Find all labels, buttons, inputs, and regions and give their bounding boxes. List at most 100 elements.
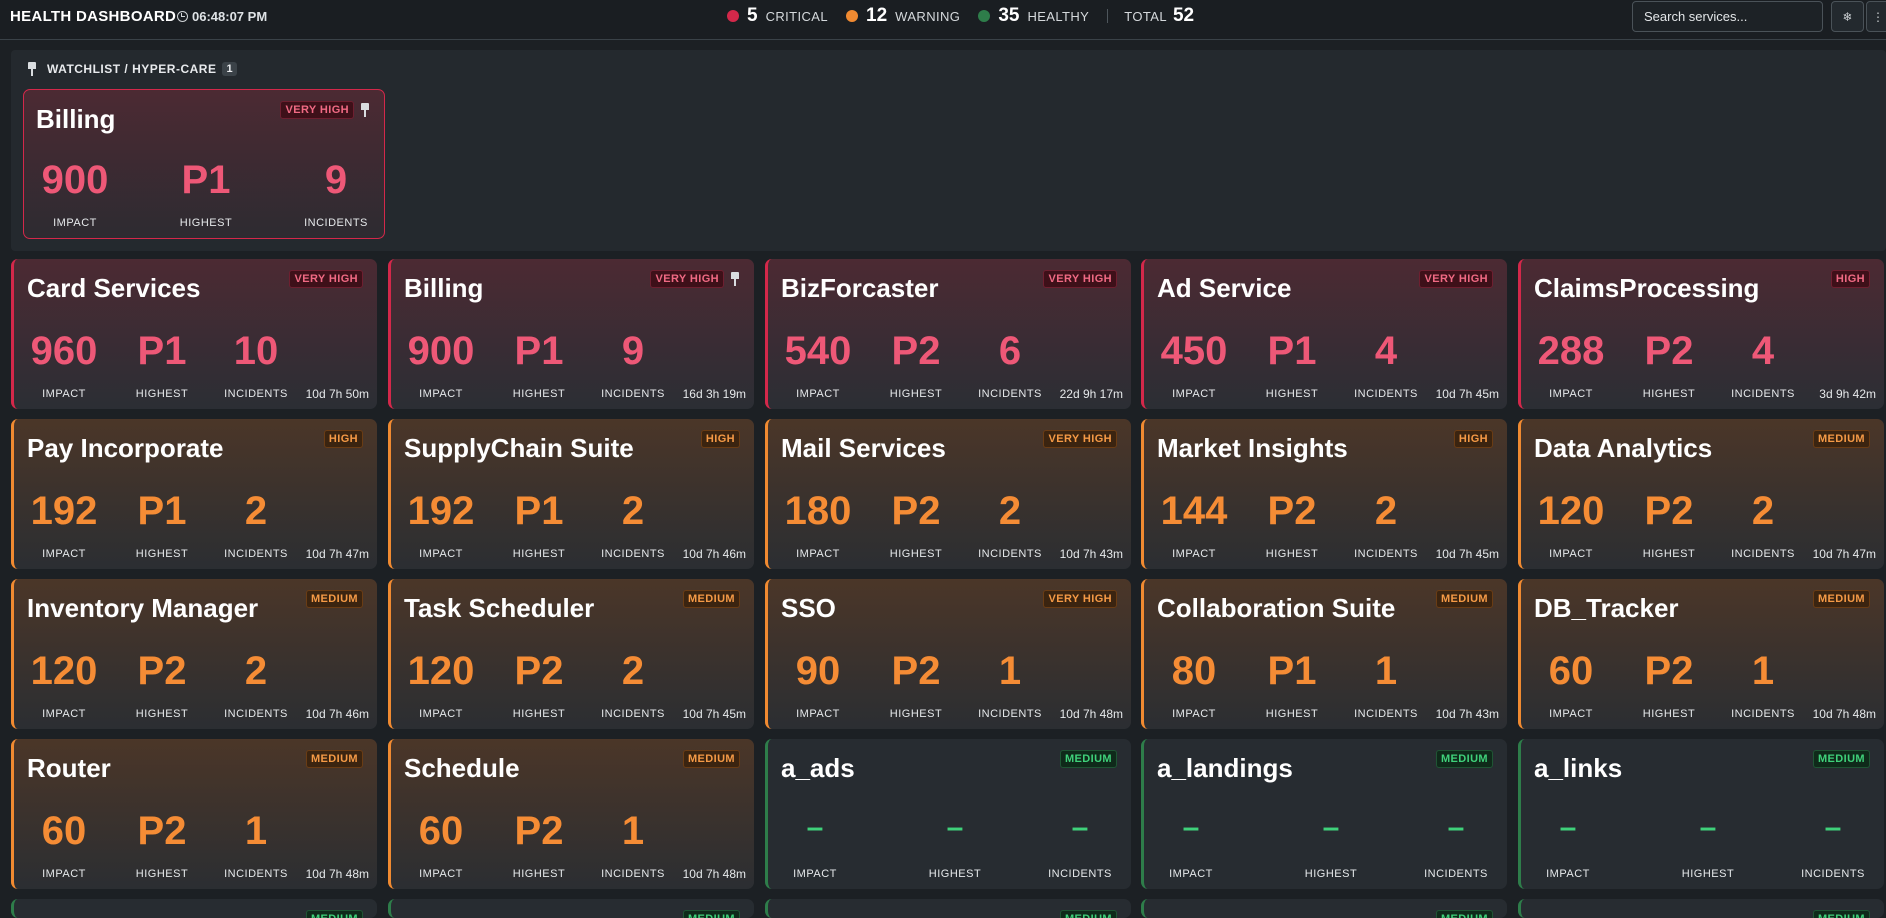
service-name: Billing: [36, 104, 116, 134]
highest-value: P1: [137, 489, 187, 533]
highest-label: HIGHEST: [512, 708, 566, 720]
impact-label: IMPACT: [1549, 708, 1593, 720]
warning-label: WARNING: [895, 8, 961, 24]
service-name: Task Scheduler: [404, 593, 595, 623]
service-card[interactable]: Task Scheduler MEDIUM 120 IMPACT P2 HIGHEST 2 I…: [388, 579, 754, 729]
service-name: Billing: [404, 273, 484, 303]
severity-badge: VERY HIGH: [1043, 430, 1117, 448]
service-card[interactable]: a_landings MEDIUM – IMPACT – HIGHEST – INCIDENT…: [1141, 739, 1507, 889]
incidents-label: INCIDENTS: [224, 708, 288, 720]
pin-icon: [27, 62, 37, 76]
service-name: Collaboration Suite: [1157, 593, 1396, 623]
incidents-value: 2: [1374, 489, 1398, 533]
service-card[interactable]: SupplyChain Suite HIGH 192 IMPACT P1 HIGHEST 2…: [388, 419, 754, 569]
service-card[interactable]: Collaboration Suite MEDIUM 80 IMPACT P1 HIGHE…: [1141, 579, 1507, 729]
service-card[interactable]: Ad Service VERY HIGH 450 IMPACT P1 HIGHEST 4 IN…: [1141, 259, 1507, 409]
incidents-label: INCIDENTS: [1731, 388, 1795, 400]
service-card[interactable]: a_ads MEDIUM – IMPACT – HIGHEST – INCIDENTS: [765, 739, 1131, 889]
service-card[interactable]: SSO VERY HIGH 90 IMPACT P2 HIGHEST 1 INCIDENTS 1…: [765, 579, 1131, 729]
highest-value: P2: [1644, 649, 1694, 693]
impact-label: IMPACT: [1169, 868, 1213, 880]
unpin-icon[interactable]: [360, 103, 370, 117]
service-card[interactable]: BizForcaster VERY HIGH 540 IMPACT P2 HIGHEST 6…: [765, 259, 1131, 409]
service-card[interactable]: DB_Tracker MEDIUM 60 IMPACT P2 HIGHEST 1 INCIDE…: [1518, 579, 1884, 729]
total-label: TOTAL: [1124, 8, 1167, 24]
impact-value: 288: [1537, 329, 1605, 373]
incidents-value: 9: [621, 329, 645, 373]
duration-text: 22d 9h 17m: [1059, 387, 1123, 401]
service-card-partial[interactable]: MEDIUM: [388, 899, 754, 918]
incidents-label: INCIDENTS: [978, 548, 1042, 560]
impact-value: 60: [41, 809, 87, 853]
service-name: Schedule: [404, 753, 520, 783]
incidents-value: 2: [998, 489, 1022, 533]
summary-divider: [1107, 9, 1109, 23]
service-card[interactable]: Market Insights HIGH 144 IMPACT P2 HIGHEST 2 IN…: [1141, 419, 1507, 569]
highest-value: P2: [137, 649, 187, 693]
incidents-label: INCIDENTS: [1731, 548, 1795, 560]
incidents-value: 2: [621, 489, 645, 533]
summary-critical[interactable]: 5 CRITICAL: [727, 5, 828, 27]
highest-label: HIGHEST: [1265, 708, 1319, 720]
healthy-label: HEALTHY: [1027, 8, 1090, 24]
service-card[interactable]: Card Services VERY HIGH 960 IMPACT P1 HIGHEST…: [11, 259, 377, 409]
impact-value: 120: [30, 649, 98, 693]
service-card[interactable]: Billing VERY HIGH 900 IMPACT P1 HIGHEST 9 INCID…: [388, 259, 754, 409]
highest-value: P2: [1267, 489, 1317, 533]
service-card[interactable]: Data Analytics MEDIUM 120 IMPACT P2 HIGHEST 2 I…: [1518, 419, 1884, 569]
highest-value: P1: [514, 489, 564, 533]
service-card[interactable]: ClaimsProcessing HIGH 288 IMPACT P2 HIGHEST 4 I…: [1518, 259, 1884, 409]
impact-value: 960: [30, 329, 98, 373]
severity-badge: VERY HIGH: [1043, 590, 1117, 608]
healthy-count: 35: [998, 5, 1020, 26]
highest-value: P1: [1267, 329, 1317, 373]
search-input[interactable]: [1632, 1, 1823, 32]
highest-label: HIGHEST: [928, 868, 982, 880]
service-card[interactable]: Inventory Manager MEDIUM 120 IMPACT P2 HIGHES…: [11, 579, 377, 729]
impact-label: IMPACT: [1549, 548, 1593, 560]
status-summary: 5 CRITICAL 12 WARNING 35 HEALTHY TOTAL 5…: [727, 5, 1194, 27]
impact-value: 900: [41, 158, 109, 202]
highest-label: HIGHEST: [512, 868, 566, 880]
service-card[interactable]: Mail Services VERY HIGH 180 IMPACT P2 HIGHEST…: [765, 419, 1131, 569]
impact-value: 90: [795, 649, 841, 693]
incidents-value: 1: [244, 809, 268, 853]
summary-warning[interactable]: 12 WARNING: [846, 5, 960, 27]
duration-text: 10d 7h 43m: [1059, 547, 1123, 561]
duration-text: 10d 7h 45m: [1435, 547, 1499, 561]
incidents-value: 6: [998, 329, 1022, 373]
total-count: 52: [1172, 5, 1195, 26]
highest-value: P2: [1644, 489, 1694, 533]
service-card[interactable]: Router MEDIUM 60 IMPACT P2 HIGHEST 1 INCIDENTS 1…: [11, 739, 377, 889]
watchlist-panel: WATCHLIST / HYPER-CARE 1 Billing VERY HI…: [11, 50, 1886, 251]
pin-icon[interactable]: [730, 272, 740, 286]
severity-badge: MEDIUM: [1812, 750, 1870, 768]
service-card[interactable]: Pay Incorporate HIGH 192 IMPACT P1 HIGHEST 2 IN…: [11, 419, 377, 569]
impact-label: IMPACT: [796, 388, 840, 400]
service-card-partial[interactable]: MEDIUM: [11, 899, 377, 918]
highest-value: P2: [891, 489, 941, 533]
service-card-partial[interactable]: MEDIUM: [1141, 899, 1507, 918]
highest-value: P1: [181, 158, 231, 202]
service-card-partial[interactable]: MEDIUM: [765, 899, 1131, 918]
service-card-partial[interactable]: MEDIUM: [1518, 899, 1884, 918]
duration-text: 10d 7h 48m: [305, 867, 369, 881]
severity-badge: MEDIUM: [1812, 590, 1870, 608]
snowflake-button[interactable]: ❄: [1831, 1, 1864, 32]
service-name: ClaimsProcessing: [1534, 273, 1760, 303]
critical-label: CRITICAL: [765, 8, 829, 24]
duration-text: 10d 7h 45m: [1435, 387, 1499, 401]
impact-value: 120: [407, 649, 475, 693]
incidents-label: INCIDENTS: [1354, 548, 1418, 560]
impact-label: IMPACT: [419, 708, 463, 720]
impact-value: 60: [418, 809, 464, 853]
watchlist-card[interactable]: Billing VERY HIGH 900 P1 9 IMPACT HIGHES…: [23, 89, 385, 239]
service-name: Router: [27, 753, 111, 783]
service-card[interactable]: Schedule MEDIUM 60 IMPACT P2 HIGHEST 1 INCIDENT…: [388, 739, 754, 889]
more-button[interactable]: ⋮: [1866, 1, 1886, 32]
service-card[interactable]: a_links MEDIUM – IMPACT – HIGHEST – INCIDENTS: [1518, 739, 1884, 889]
highest-label: HIGHEST: [1304, 868, 1358, 880]
highest-label: HIGHEST: [889, 708, 943, 720]
summary-healthy[interactable]: 35 HEALTHY: [978, 5, 1089, 27]
severity-badge: VERY HIGH: [289, 270, 363, 288]
